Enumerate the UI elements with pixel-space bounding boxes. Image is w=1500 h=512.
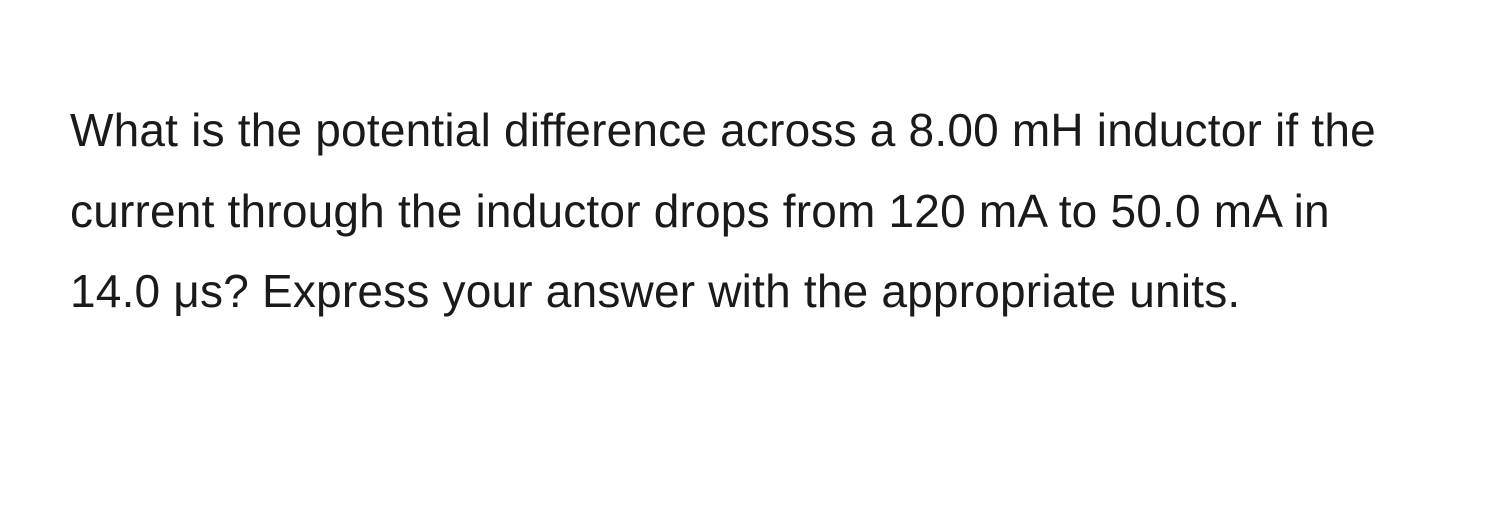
question-container: What is the potential difference across … <box>0 0 1500 332</box>
question-text: What is the potential difference across … <box>70 90 1430 332</box>
